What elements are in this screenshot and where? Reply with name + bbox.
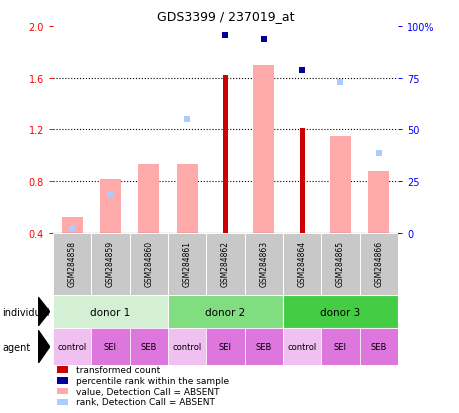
Text: GSM284865: GSM284865 bbox=[335, 240, 344, 286]
Bar bbox=[62, 218, 83, 233]
Bar bbox=[129, 233, 168, 295]
Bar bbox=[168, 295, 282, 328]
Bar bbox=[168, 328, 206, 366]
Text: percentile rank within the sample: percentile rank within the sample bbox=[76, 376, 229, 385]
Bar bbox=[367, 171, 388, 233]
Text: GSM284862: GSM284862 bbox=[220, 240, 230, 286]
Bar bbox=[329, 137, 350, 233]
Polygon shape bbox=[38, 297, 50, 326]
Text: SEB: SEB bbox=[370, 342, 386, 351]
Text: GSM284861: GSM284861 bbox=[182, 240, 191, 286]
Text: donor 1: donor 1 bbox=[90, 307, 130, 317]
Bar bbox=[320, 233, 359, 295]
Text: SEB: SEB bbox=[255, 342, 271, 351]
Text: individual: individual bbox=[2, 307, 50, 317]
Text: agent: agent bbox=[2, 342, 30, 352]
Bar bbox=[129, 328, 168, 366]
Bar bbox=[223, 76, 227, 233]
Bar bbox=[91, 233, 129, 295]
Bar bbox=[244, 328, 282, 366]
Bar bbox=[282, 328, 320, 366]
Bar bbox=[176, 165, 197, 233]
Text: GSM284858: GSM284858 bbox=[67, 240, 76, 286]
Bar bbox=[244, 233, 282, 295]
Bar bbox=[100, 179, 121, 233]
Text: donor 3: donor 3 bbox=[319, 307, 360, 317]
Text: SEI: SEI bbox=[333, 342, 346, 351]
Text: value, Detection Call = ABSENT: value, Detection Call = ABSENT bbox=[76, 387, 219, 396]
Text: GSM284866: GSM284866 bbox=[374, 240, 382, 286]
Text: control: control bbox=[287, 342, 316, 351]
Bar bbox=[91, 328, 129, 366]
Bar bbox=[53, 328, 91, 366]
Text: SEB: SEB bbox=[140, 342, 157, 351]
Text: GSM284859: GSM284859 bbox=[106, 240, 115, 286]
Bar bbox=[359, 328, 397, 366]
Polygon shape bbox=[38, 330, 50, 363]
Bar bbox=[282, 233, 320, 295]
Text: GSM284860: GSM284860 bbox=[144, 240, 153, 286]
Bar bbox=[168, 233, 206, 295]
Bar bbox=[138, 165, 159, 233]
Bar bbox=[252, 66, 274, 233]
Text: SEI: SEI bbox=[218, 342, 231, 351]
Text: GSM284863: GSM284863 bbox=[259, 240, 268, 286]
Text: donor 2: donor 2 bbox=[205, 307, 245, 317]
Text: control: control bbox=[57, 342, 86, 351]
Text: control: control bbox=[172, 342, 201, 351]
Bar bbox=[282, 295, 397, 328]
Bar bbox=[299, 129, 304, 233]
Text: rank, Detection Call = ABSENT: rank, Detection Call = ABSENT bbox=[76, 397, 214, 406]
Bar bbox=[53, 233, 91, 295]
Bar bbox=[359, 233, 397, 295]
Bar bbox=[320, 328, 359, 366]
Bar bbox=[206, 233, 244, 295]
Text: transformed count: transformed count bbox=[76, 365, 160, 374]
Bar bbox=[53, 295, 168, 328]
Text: SEI: SEI bbox=[104, 342, 117, 351]
Title: GDS3399 / 237019_at: GDS3399 / 237019_at bbox=[157, 10, 293, 23]
Bar bbox=[206, 328, 244, 366]
Text: GSM284864: GSM284864 bbox=[297, 240, 306, 286]
